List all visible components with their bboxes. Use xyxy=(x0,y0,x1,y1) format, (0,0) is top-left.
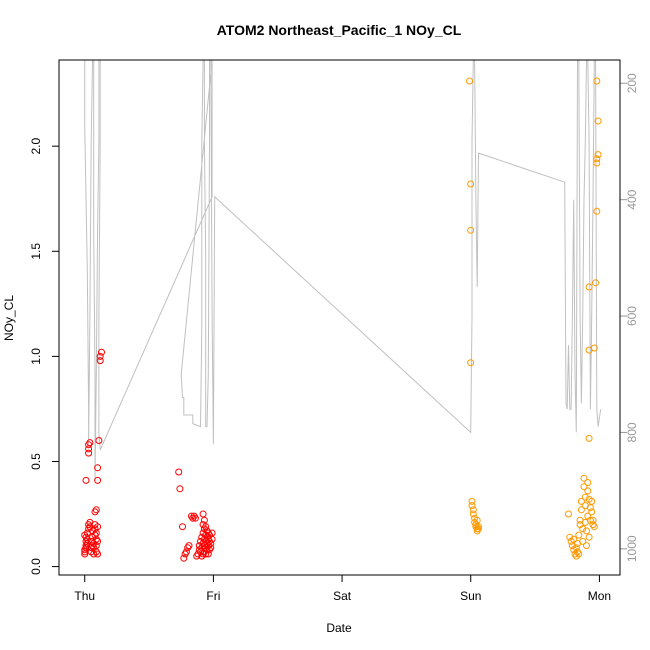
data-point xyxy=(594,117,602,125)
data-point xyxy=(469,506,477,514)
data-point xyxy=(179,523,186,531)
data-point xyxy=(468,502,476,510)
data-point xyxy=(468,497,476,505)
data-point xyxy=(586,504,594,512)
data-point xyxy=(580,474,588,482)
pressure-line-layer xyxy=(84,59,602,480)
y-tick-label: 1.5 xyxy=(29,243,43,260)
data-point xyxy=(589,516,597,524)
data-point xyxy=(94,550,102,558)
data-point xyxy=(572,544,580,552)
data-point xyxy=(588,508,596,516)
data-point xyxy=(200,516,208,524)
data-point xyxy=(208,529,216,537)
data-point xyxy=(473,516,481,524)
data-point xyxy=(575,531,583,539)
data-point xyxy=(466,77,473,85)
data-point xyxy=(584,487,592,495)
data-point xyxy=(581,493,589,501)
data-point xyxy=(81,550,89,558)
data-point xyxy=(590,344,598,352)
y2-tick-label: 1000 xyxy=(625,535,639,562)
y2-tick-label: 200 xyxy=(625,73,639,93)
x-tick-label: Fri xyxy=(206,589,220,603)
data-point xyxy=(98,348,105,356)
axes-layer: Thu Fri Sat Sun Mon 0.0 0.5 1.0 1.5 2.0 200 400 600 8… xyxy=(29,73,639,603)
data-point xyxy=(579,537,587,545)
x-tick-label: Sun xyxy=(460,589,481,603)
data-point xyxy=(95,437,103,444)
data-point xyxy=(82,476,90,484)
data-point xyxy=(588,497,596,505)
data-point xyxy=(585,533,593,541)
data-point xyxy=(182,548,190,556)
data-point xyxy=(94,476,102,484)
data-point xyxy=(475,525,482,533)
data-point xyxy=(199,510,207,518)
data-point xyxy=(85,445,93,453)
data-point xyxy=(94,523,102,531)
data-point xyxy=(96,357,104,365)
data-point xyxy=(592,279,600,287)
data-point xyxy=(202,523,210,531)
data-point xyxy=(469,510,477,518)
data-point xyxy=(566,533,574,541)
y-tick-label: 0.0 xyxy=(29,558,43,575)
data-point xyxy=(475,523,482,531)
data-point xyxy=(593,159,601,167)
data-point xyxy=(204,550,212,558)
x-tick-label: Mon xyxy=(588,589,611,603)
data-point xyxy=(94,537,102,545)
data-point xyxy=(593,155,601,163)
data-point xyxy=(590,523,598,531)
data-point xyxy=(575,550,583,558)
data-point xyxy=(585,434,593,442)
data-point xyxy=(594,151,602,159)
data-point xyxy=(565,510,572,518)
y-tick-label: 1.0 xyxy=(29,348,43,365)
y2-tick-label: 400 xyxy=(625,189,639,209)
y-tick-label: 0.5 xyxy=(29,453,43,470)
x-tick-label: Thu xyxy=(74,589,95,603)
data-point xyxy=(92,529,100,537)
data-point xyxy=(175,468,183,476)
x-tick-label: Sat xyxy=(333,589,352,603)
data-point xyxy=(207,540,215,547)
data-point xyxy=(176,485,184,493)
chart-title: ATOM2 Northeast_Pacific_1 NOy_CL xyxy=(217,22,462,38)
data-point xyxy=(593,207,601,215)
data-point xyxy=(86,439,94,447)
y2-tick-label: 600 xyxy=(625,306,639,326)
plot-frame xyxy=(58,59,621,576)
data-point xyxy=(580,483,588,491)
data-point xyxy=(593,77,601,85)
data-point xyxy=(577,506,585,514)
y2-tick-label: 800 xyxy=(625,422,639,442)
data-point xyxy=(185,542,193,550)
data-point xyxy=(85,449,93,457)
data-point xyxy=(96,352,104,360)
data-point xyxy=(570,535,578,543)
data-point xyxy=(91,508,99,516)
data-point xyxy=(583,527,590,535)
data-point xyxy=(584,479,592,486)
data-point xyxy=(191,514,199,522)
data-point xyxy=(467,359,475,367)
data-point xyxy=(467,180,475,188)
data-point xyxy=(207,544,215,552)
y-tick-label: 2.0 xyxy=(29,138,43,155)
pressure-line xyxy=(84,59,602,480)
data-point xyxy=(94,464,102,472)
data-point xyxy=(583,542,590,550)
data-point xyxy=(180,554,188,562)
y-axis-label: NOy_CL xyxy=(2,295,16,341)
data-point xyxy=(577,497,585,505)
data-point xyxy=(585,283,593,291)
data-point xyxy=(579,525,587,533)
points-layer xyxy=(81,77,602,562)
data-point xyxy=(467,226,475,234)
x-axis-label: Date xyxy=(326,621,352,635)
